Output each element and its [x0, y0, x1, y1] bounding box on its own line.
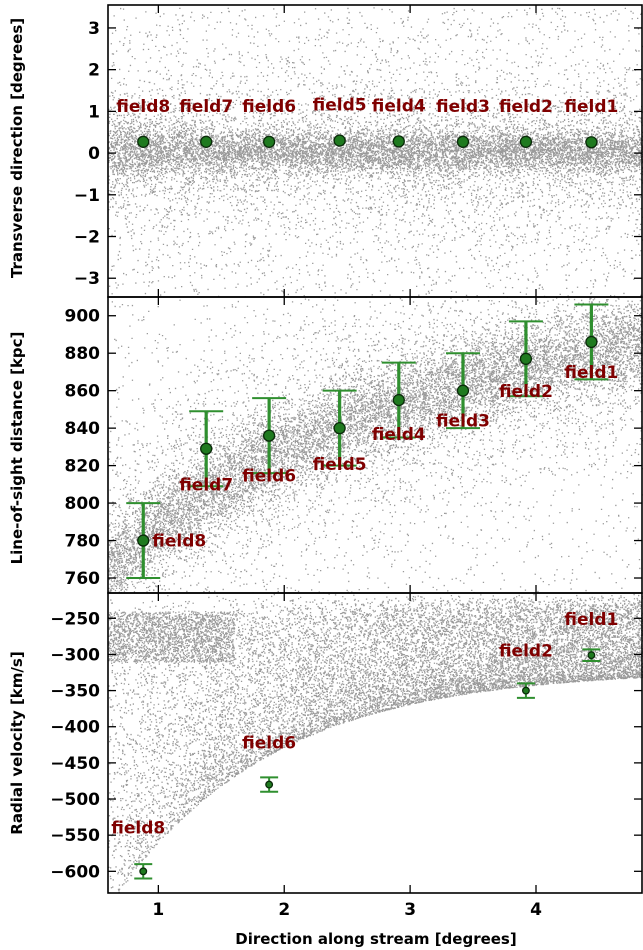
particle-cloud — [108, 297, 643, 593]
data-point-field7 — [200, 442, 213, 455]
data-point-field5 — [333, 134, 346, 147]
x-tick-label: 4 — [530, 900, 542, 920]
data-point-field4 — [392, 393, 405, 407]
data-point-field1 — [587, 651, 596, 660]
y-tick-label: 840 — [65, 419, 101, 439]
field-label-field8: field8 — [116, 97, 170, 117]
y-axis-label-distance: Line-of-sight distance [kpc] — [8, 332, 26, 565]
axis-ticks: 3 2 1 0 −1 −2 −3 900 880 860 840 820 800 780 760 −250 −3… — [50, 5, 642, 920]
data-point-field6 — [265, 780, 274, 789]
y-tick-label: 2 — [88, 61, 100, 81]
field-label-field6: field6 — [242, 467, 296, 487]
panel-frames — [107, 4, 643, 894]
field-label-field6: field6 — [242, 734, 296, 754]
y-tick-label: 780 — [65, 532, 101, 552]
field-label-field1: field1 — [564, 97, 618, 117]
field-label-field2: field2 — [499, 382, 553, 402]
y-tick-label: −300 — [50, 645, 100, 665]
y-tick-label: 760 — [65, 569, 101, 589]
y-tick-label: 0 — [88, 144, 100, 164]
particle-cloud — [108, 593, 643, 893]
background-particles — [108, 7, 643, 893]
data-point-field4 — [392, 135, 405, 148]
field-label-field1: field1 — [564, 610, 618, 630]
y-tick-label: −450 — [50, 754, 100, 774]
y-tick-label: 860 — [65, 382, 101, 402]
y-tick-label: −550 — [50, 826, 100, 846]
y-tick-label: −400 — [50, 718, 100, 738]
data-point-field2 — [521, 686, 530, 695]
y-tick-label: −1 — [74, 186, 100, 206]
y-tick-label: −500 — [50, 790, 100, 810]
panel-frame — [107, 592, 643, 894]
particle-cloud — [108, 7, 643, 297]
field-markers: field8 field7 field6 field5 field4 field3 fiel… — [111, 96, 618, 880]
data-point-field1 — [585, 335, 598, 349]
field-label-field3: field3 — [436, 97, 490, 117]
x-tick-label: 2 — [278, 900, 290, 920]
x-axis-label: Direction along stream [degrees] — [235, 930, 516, 948]
y-tick-label: 3 — [88, 19, 100, 39]
y-tick-label: 820 — [65, 457, 101, 477]
y-axis-label-transverse: Transverse direction [degrees] — [8, 18, 26, 278]
y-tick-label: 900 — [65, 307, 101, 327]
field-label-field5: field5 — [313, 455, 367, 475]
y-tick-label: −250 — [50, 609, 100, 629]
field-label-field4: field4 — [372, 425, 426, 445]
data-point-field5 — [333, 421, 346, 435]
data-point-field8 — [137, 534, 150, 547]
data-point-field6 — [262, 135, 276, 148]
y-tick-label: 1 — [88, 102, 100, 122]
y-tick-label: 800 — [65, 494, 101, 514]
field-label-field4: field4 — [372, 96, 426, 116]
field-label-field1: field1 — [564, 363, 618, 383]
field-label-field2: field2 — [499, 642, 553, 662]
data-point-field2 — [519, 135, 533, 148]
y-tick-label: 880 — [65, 344, 101, 364]
y-tick-label: −350 — [50, 682, 100, 702]
data-point-field2 — [519, 352, 533, 365]
field-label-field3: field3 — [436, 412, 490, 432]
data-point-field8 — [139, 867, 148, 876]
field-label-field8: field8 — [152, 532, 206, 552]
y-axis-label-velocity: Radial velocity [km/s] — [8, 651, 26, 834]
field-label-field6: field6 — [242, 97, 296, 117]
x-tick-label: 1 — [152, 900, 164, 920]
x-tick-label: 3 — [404, 900, 416, 920]
data-point-field6 — [262, 429, 276, 442]
data-point-field3 — [456, 135, 470, 148]
data-point-field1 — [585, 136, 598, 149]
data-point-field3 — [456, 384, 470, 397]
field-label-field7: field7 — [179, 97, 233, 117]
data-point-field7 — [200, 135, 213, 148]
y-tick-label: −600 — [50, 862, 100, 882]
field-label-field5: field5 — [313, 96, 367, 116]
y-tick-label: −2 — [74, 228, 100, 248]
field-label-field8: field8 — [111, 818, 165, 838]
field-label-field2: field2 — [499, 97, 553, 117]
y-tick-label: −3 — [74, 269, 100, 289]
data-point-field8 — [137, 135, 150, 148]
field-label-field7: field7 — [179, 476, 233, 496]
